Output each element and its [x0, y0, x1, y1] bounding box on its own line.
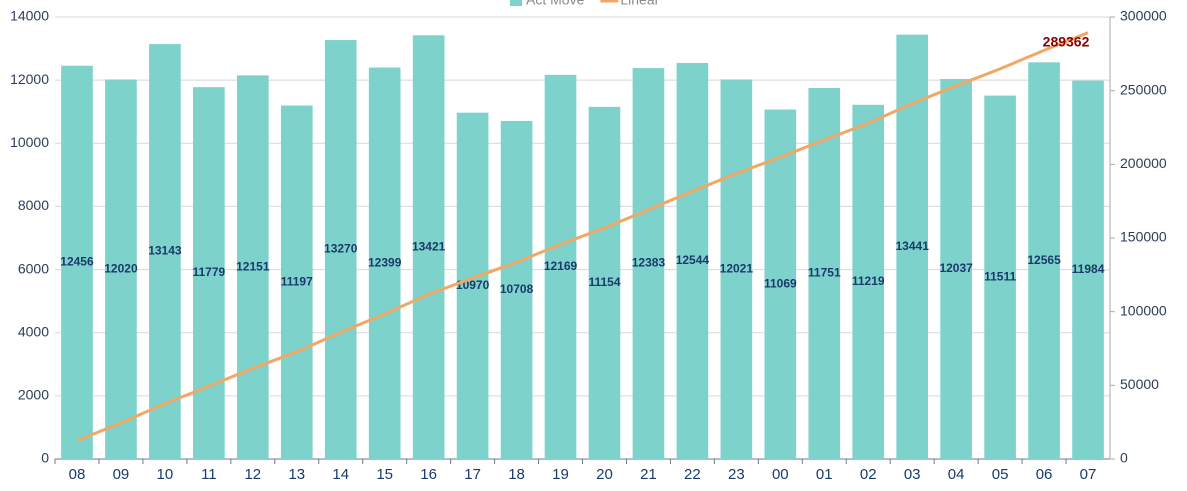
bar-label: 13143	[148, 244, 182, 258]
y2-tick-label: 200000	[1120, 155, 1167, 171]
bar	[940, 78, 972, 459]
bar-label: 11779	[192, 265, 225, 279]
bar-label: 11219	[852, 274, 885, 288]
x-tick-label: 09	[113, 466, 130, 483]
line-label: 289362	[1043, 33, 1090, 49]
bar	[808, 88, 841, 459]
x-tick-label: 06	[1036, 466, 1053, 483]
x-tick-label: 14	[332, 466, 349, 483]
y2-tick-label: 300000	[1120, 8, 1167, 24]
bar	[632, 68, 665, 460]
bar-label: 11069	[764, 276, 797, 290]
y-tick-label: 0	[41, 450, 49, 466]
bar	[588, 106, 621, 459]
bar-label: 12037	[939, 261, 973, 275]
x-tick-label: 07	[1080, 466, 1097, 483]
y-tick-label: 8000	[18, 197, 49, 213]
bar	[412, 35, 445, 460]
bar-label: 10970	[456, 278, 490, 292]
bar	[852, 104, 885, 459]
x-tick-label: 01	[816, 466, 833, 483]
bar-label: 13270	[324, 242, 358, 256]
legend-swatch	[510, 0, 522, 6]
y2-tick-label: 150000	[1120, 229, 1167, 245]
bar-label: 12151	[236, 259, 270, 273]
bar	[61, 65, 93, 460]
y-tick-label: 12000	[10, 71, 49, 87]
bar	[720, 79, 753, 459]
bar	[193, 87, 225, 459]
bar-label: 11197	[281, 274, 313, 288]
legend-label: Act Move	[526, 0, 585, 8]
y2-tick-label: 50000	[1120, 376, 1159, 392]
bar-label: 11984	[1072, 262, 1105, 276]
x-tick-label: 00	[772, 466, 789, 483]
bar-label: 12456	[60, 255, 94, 269]
bar	[105, 79, 137, 460]
bar	[764, 109, 797, 459]
y-tick-label: 4000	[18, 323, 49, 339]
bar	[1072, 80, 1104, 459]
bar-label: 11154	[588, 275, 620, 289]
x-tick-label: 19	[552, 466, 569, 483]
x-tick-label: 22	[684, 466, 701, 483]
y2-tick-label: 250000	[1120, 81, 1167, 97]
x-tick-label: 10	[157, 466, 174, 483]
bar-label: 13441	[896, 239, 930, 253]
bar	[368, 67, 401, 459]
bar-label: 12021	[720, 261, 754, 275]
y-tick-label: 10000	[10, 134, 49, 150]
y-tick-label: 2000	[18, 387, 49, 403]
x-tick-label: 03	[904, 466, 921, 483]
bar-label: 10708	[500, 282, 534, 296]
bar-label: 12383	[632, 256, 666, 270]
x-tick-label: 18	[508, 466, 525, 483]
bar	[456, 112, 489, 459]
bar	[1028, 62, 1060, 460]
x-tick-label: 12	[244, 466, 261, 483]
y-tick-label: 6000	[18, 260, 49, 276]
y2-tick-label: 100000	[1120, 302, 1167, 318]
bar-label: 12544	[676, 253, 710, 267]
x-tick-label: 23	[728, 466, 745, 483]
legend-label: Linear	[620, 0, 659, 8]
bar	[676, 62, 709, 460]
x-tick-label: 08	[69, 466, 86, 483]
x-tick-label: 17	[464, 466, 481, 483]
x-tick-label: 15	[376, 466, 393, 483]
y-tick-label: 14000	[10, 8, 49, 24]
x-tick-label: 20	[596, 466, 613, 483]
bar-label: 12399	[368, 255, 402, 269]
x-tick-label: 04	[948, 466, 965, 483]
bar-label: 12020	[104, 261, 138, 275]
bar-label: 11751	[808, 266, 841, 280]
bar	[324, 40, 357, 459]
x-tick-label: 13	[288, 466, 305, 483]
y2-tick-label: 0	[1120, 450, 1128, 466]
bar	[544, 74, 577, 460]
bar	[280, 105, 313, 459]
bar-label: 12169	[544, 259, 578, 273]
bar	[236, 75, 269, 459]
x-tick-label: 11	[201, 466, 217, 483]
x-tick-label: 05	[992, 466, 1009, 483]
x-tick-label: 21	[640, 466, 657, 483]
bar	[984, 95, 1016, 459]
line	[76, 31, 1089, 443]
bar	[149, 44, 181, 460]
bar	[500, 120, 533, 460]
bar-label: 12565	[1027, 253, 1061, 267]
bar	[896, 34, 929, 459]
bar-label: 13421	[412, 239, 446, 253]
x-tick-label: 02	[860, 466, 877, 483]
x-tick-label: 16	[420, 466, 437, 483]
bar-label: 11511	[984, 269, 1016, 283]
